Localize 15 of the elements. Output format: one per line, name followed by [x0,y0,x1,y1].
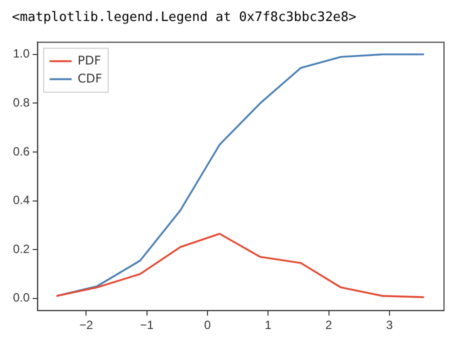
y-tick-label: 0.4 [12,193,30,208]
x-tick-label: 2 [325,318,332,332]
legend-label: CDF [78,71,102,86]
y-tick-label: 0.6 [12,144,30,158]
x-tick-label: 1 [264,318,272,332]
x-tick-label: 3 [386,318,394,332]
x-tick-label: 0 [204,318,212,332]
y-tick-label: 1.0 [12,46,30,61]
x-tick-label: −1 [140,318,154,332]
y-tick-label: 0.2 [12,242,30,256]
y-tick-label: 0.8 [12,96,30,110]
x-tick-label: −2 [79,318,94,332]
y-tick-label: 0.0 [12,290,30,305]
legend-label: PDF [78,53,102,68]
text: <matplotlib.legend.Legend at 0x7f8c3bbc32e8> [11,9,358,27]
